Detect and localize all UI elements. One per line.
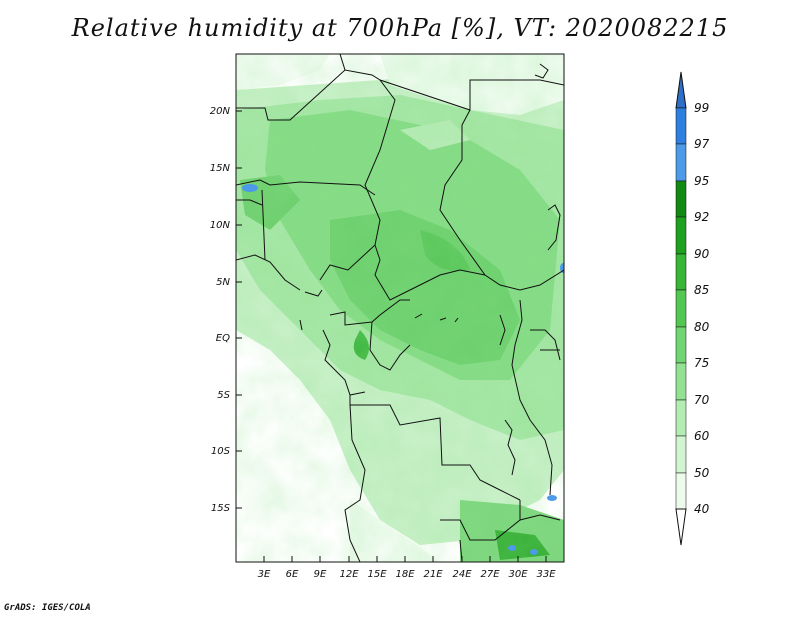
colorbar-segment [675,435,687,474]
lon-label: 15E [367,569,387,580]
lon-label: 30E [508,569,528,580]
colorbar-segment [675,326,687,364]
colorbar-segment [675,143,687,182]
lon-label: 33E [536,569,556,580]
colorbar-label: 95 [694,174,709,188]
map-title: Relative humidity at 700hPa [%], VT: 202… [71,14,729,42]
colorbar-segment [675,362,687,401]
colorbar-bottom-arrow [675,508,687,546]
colorbar-label: 90 [694,247,710,261]
lat-label: 20N [210,106,231,117]
colorbar-label: 75 [694,356,709,370]
colorbar-segment [675,399,687,437]
colorbar: 99 97 95 92 90 85 80 75 70 60 50 40 [675,71,710,546]
lon-label: 21E [423,569,443,580]
country-borders [236,54,564,562]
colorbar-label: 80 [694,320,710,334]
lon-label: 27E [480,569,500,580]
lon-label: 9E [314,569,327,580]
longitude-axis: 3E 6E 9E 12E 15E 18E 21E 24E 27E 30E 33E [258,556,556,580]
map-frame [235,53,565,563]
lat-label: 10S [211,446,231,457]
colorbar-label: 99 [694,101,709,115]
latitude-axis: 20N 15N 10N 5N EQ 5S 10S 15S [210,106,242,514]
lon-label: 6E [286,569,299,580]
grads-credit: GrADS: IGES/COLA [4,603,91,613]
map-field [236,54,564,562]
lon-label: 24E [452,569,472,580]
lat-label: 5S [217,390,230,401]
colorbar-label: 85 [694,283,709,297]
colorbar-segment [675,289,687,328]
colorbar-top-arrow [675,71,687,109]
colorbar-label: 60 [694,429,710,443]
colorbar-segment [675,253,687,291]
lat-label: 5N [216,277,230,288]
lon-label: 12E [339,569,359,580]
colorbar-label: 97 [694,137,710,151]
colorbar-label: 70 [694,393,710,407]
colorbar-label: 40 [694,502,710,516]
lat-label: EQ [216,333,230,344]
colorbar-segment [675,180,687,218]
lat-label: 15S [211,503,231,514]
lat-label: 10N [210,220,231,231]
lon-label: 18E [395,569,415,580]
colorbar-label: 92 [694,210,709,224]
colorbar-segment [675,107,687,145]
colorbar-segment [675,472,687,510]
lon-label: 3E [258,569,271,580]
colorbar-segment [675,216,687,255]
lat-label: 15N [210,163,231,174]
colorbar-label: 50 [694,466,710,480]
